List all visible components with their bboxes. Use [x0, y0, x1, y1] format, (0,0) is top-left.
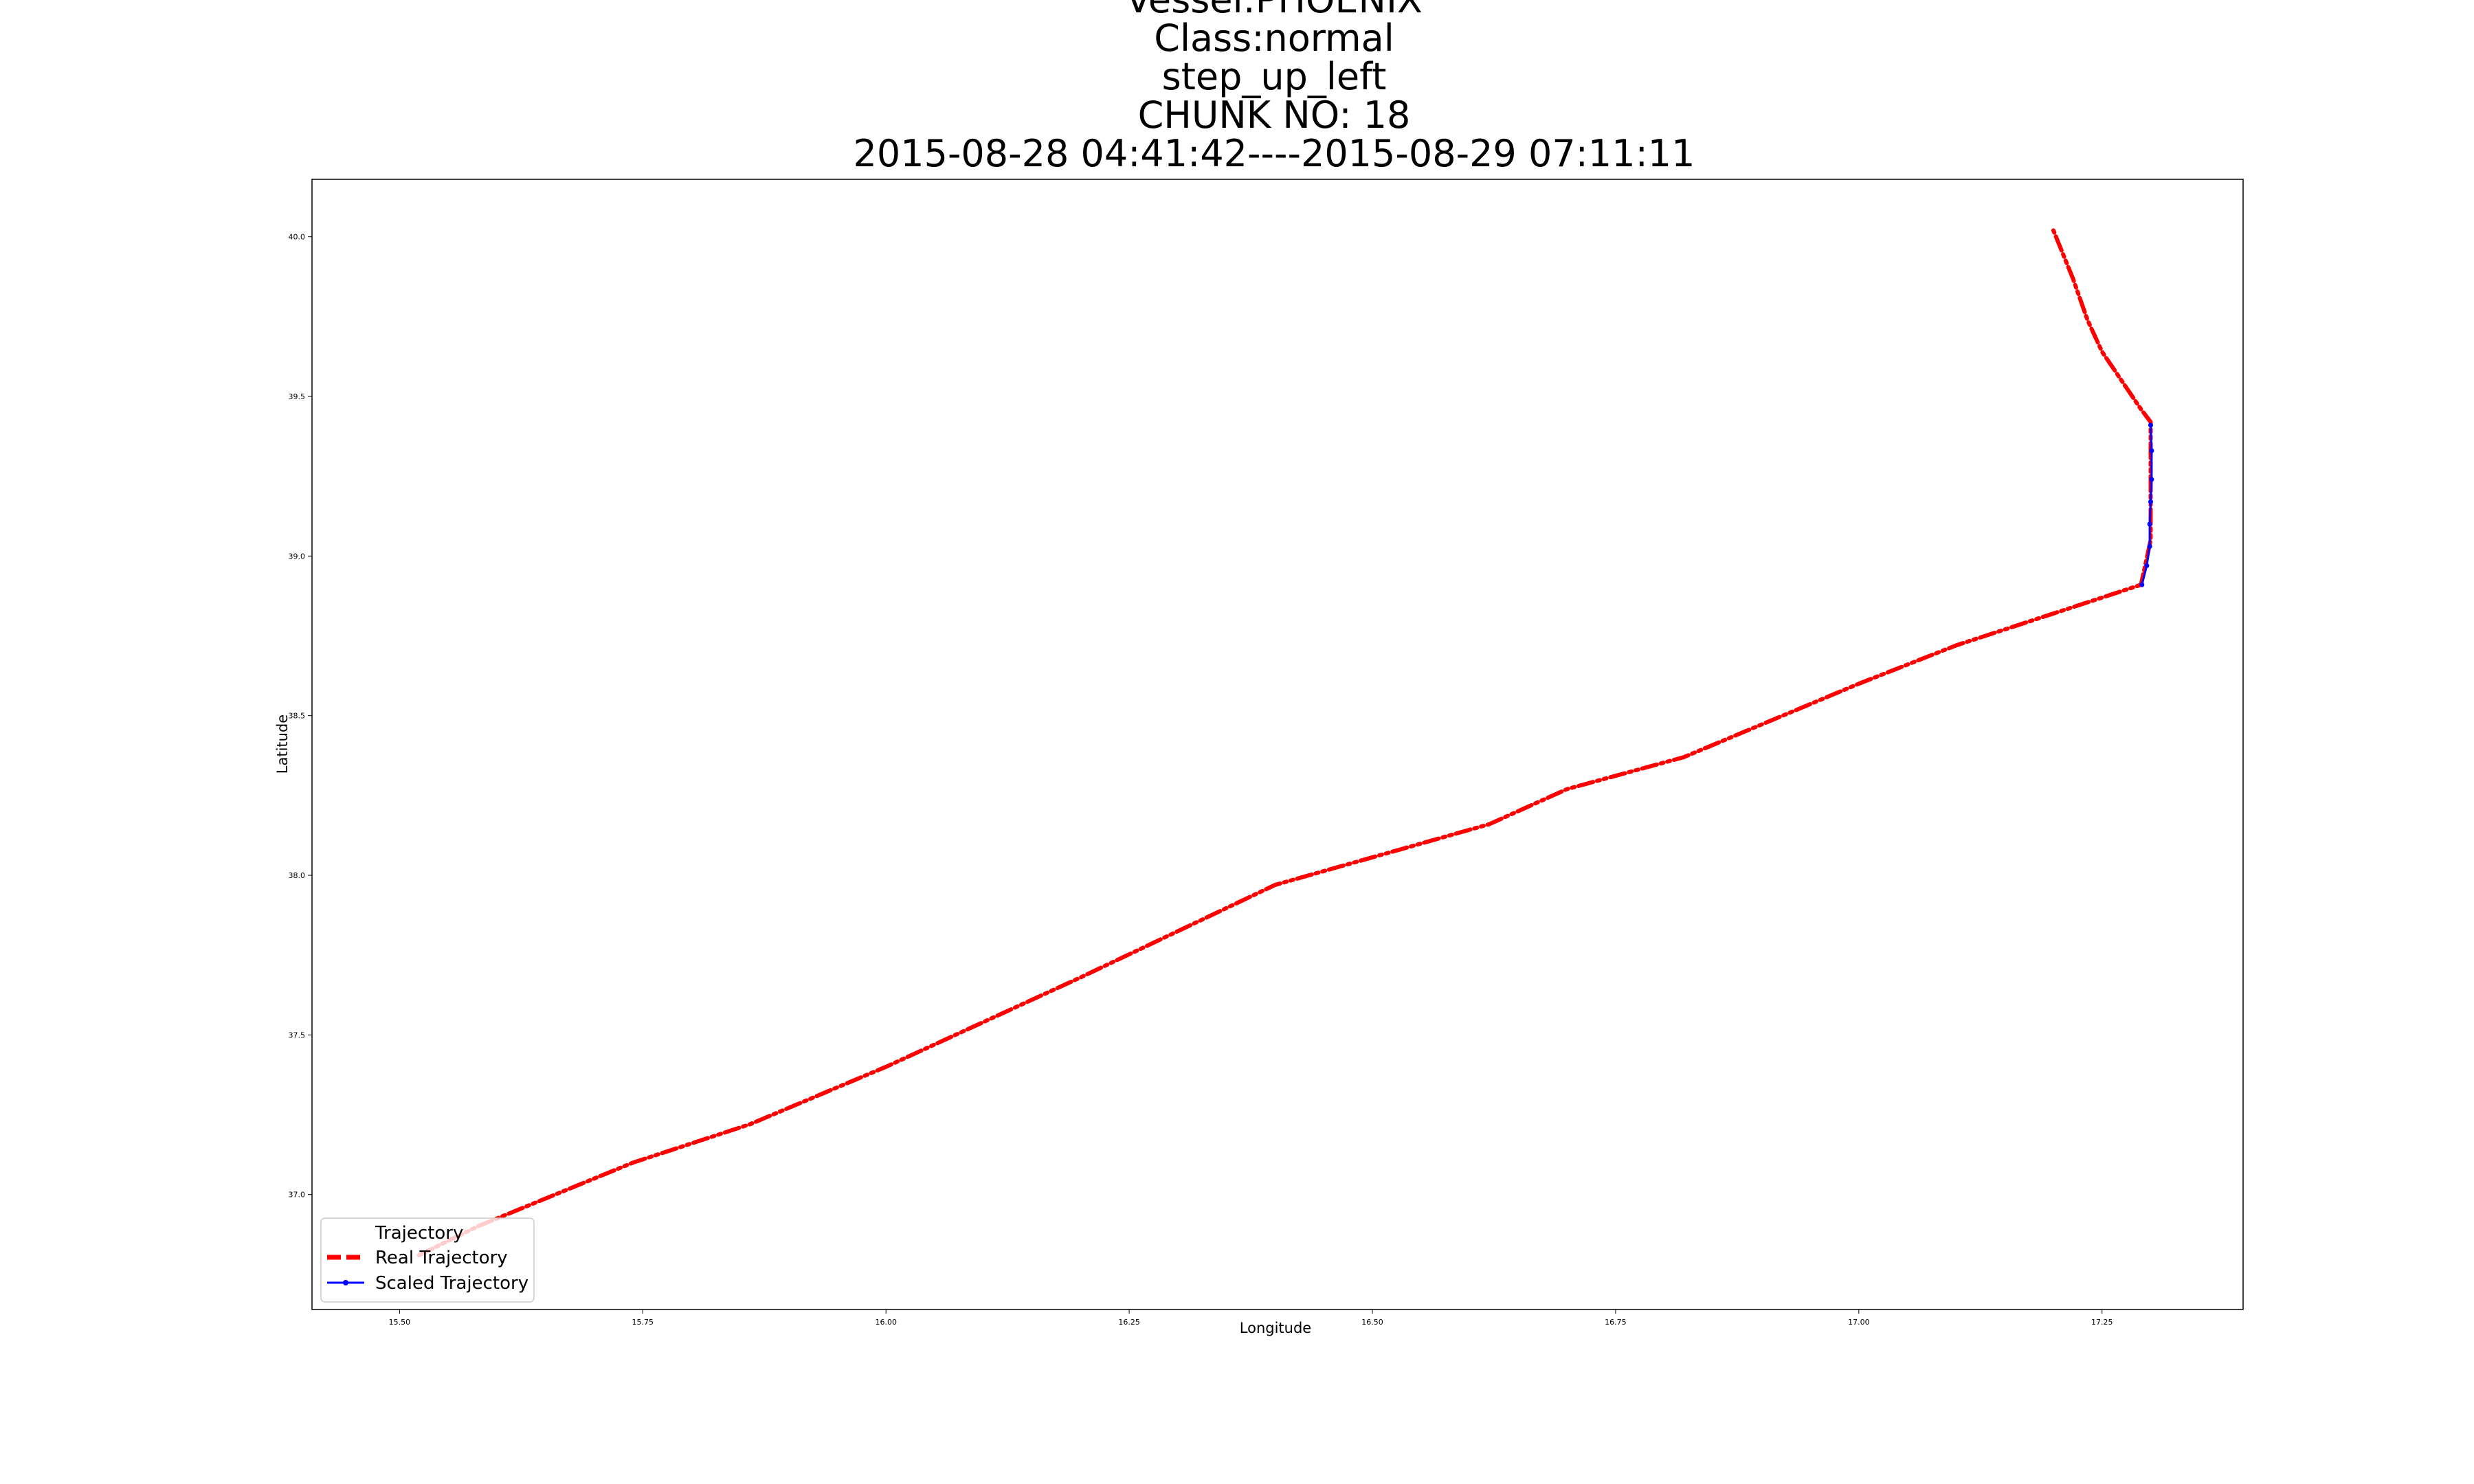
- x-tick-label: 15.50: [389, 1318, 411, 1327]
- chart-title: Vessel:PHOENIX Class:normal step_up_left…: [0, 0, 2474, 173]
- series-point-scaled-trajectory: [2148, 499, 2154, 504]
- plot-frame: [311, 179, 2244, 1310]
- series-point-scaled-trajectory: [2149, 477, 2154, 482]
- x-axis-ticks: 15.50 15.75 16.00 16.25 16.50 16.75 17.00 17.25: [389, 1309, 2113, 1327]
- x-tick-label: 17.00: [1848, 1318, 1870, 1327]
- series-point-scaled-trajectory: [2149, 448, 2154, 453]
- title-line-pattern: step_up_left: [1161, 55, 1387, 98]
- title-line-vessel: Vessel:PHOENIX: [0, 0, 2474, 19]
- x-tick-label: 17.25: [2091, 1318, 2113, 1327]
- x-tick-label: 16.75: [1605, 1318, 1627, 1327]
- series-line-scaled-trajectory: [2141, 425, 2153, 585]
- x-axis-label: Longitude: [1240, 1320, 1311, 1336]
- series-point-scaled-trajectory: [2148, 423, 2154, 428]
- legend-label-trajectory: Trajectory: [375, 1223, 463, 1244]
- x-tick-label: 16.50: [1361, 1318, 1383, 1327]
- legend-box: [320, 1217, 535, 1303]
- x-tick-label: 16.00: [875, 1318, 897, 1327]
- y-axis-label: Latitude: [274, 715, 291, 774]
- title-line-time-range: 2015-08-28 04:41:42----2015-08-29 07:11:…: [853, 132, 1695, 175]
- legend: Trajectory Real Trajectory Scaled Trajec…: [320, 1217, 535, 1303]
- y-axis-ticks: 37.0 37.5 38.0 38.5 39.0 39.5 40.0: [289, 233, 312, 1200]
- y-tick-label: 39.5: [289, 392, 306, 401]
- y-tick-label: 38.5: [289, 712, 306, 721]
- legend-marker-scaled-trajectory: [343, 1280, 348, 1285]
- series-point-scaled-trajectory: [2139, 582, 2145, 587]
- x-tick-label: 15.75: [632, 1318, 654, 1327]
- series-line-real-trajectory: [416, 228, 2153, 1257]
- title-line-class: Class:normal: [1154, 16, 1394, 60]
- y-tick-label: 40.0: [289, 233, 306, 242]
- y-tick-label: 38.0: [289, 871, 306, 880]
- y-tick-label: 37.5: [289, 1031, 306, 1039]
- y-tick-label: 37.0: [289, 1191, 306, 1200]
- series-point-scaled-trajectory: [2144, 563, 2150, 568]
- x-tick-label: 16.25: [1118, 1318, 1140, 1327]
- title-line-chunk: CHUNK NO: 18: [1137, 93, 1411, 137]
- legend-label-scaled-trajectory: Scaled Trajectory: [375, 1273, 528, 1294]
- series-point-scaled-trajectory: [2147, 543, 2152, 549]
- legend-label-real-trajectory: Real Trajectory: [375, 1248, 508, 1268]
- y-tick-label: 39.0: [289, 552, 306, 561]
- series-point-scaled-trajectory: [2147, 521, 2152, 527]
